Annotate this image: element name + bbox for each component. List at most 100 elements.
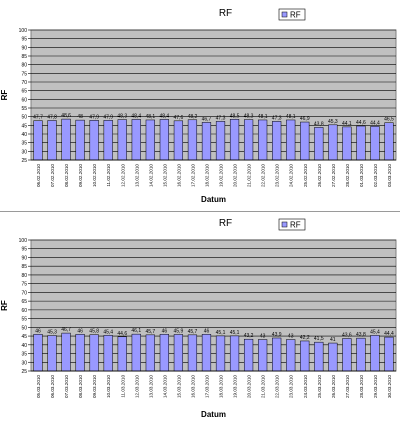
x-tick-label: 25.03.2010 [317,375,322,398]
bar [342,338,352,372]
y-tick-label: 45 [21,334,27,340]
x-tick-label: 27.02.2010 [331,164,336,187]
bar-value-label: 43,6 [342,333,352,339]
bar [173,334,184,372]
bar-value-label: 47,3 [216,115,226,121]
x-tick-label: 17.03.2010 [204,375,209,398]
x-tick-label: 19.03.2010 [233,375,238,398]
legend-label: RF [290,11,301,20]
y-tick-label: 60 [21,308,27,314]
chart-panel-bottom: 25 30 35 40 45 50 55 60 65 70 75 80 85 90 95 100 46 05.03… [0,211,400,422]
bar [300,121,310,161]
bar-value-label: 47,8 [47,114,57,120]
x-tick-label: 28.03.2010 [359,375,364,398]
x-axis-label: Datum [201,195,226,204]
bar [117,336,127,372]
bar-value-label: 43,8 [356,332,366,338]
bar-value-label: 48 [77,114,83,120]
bar-value-label: 44,4 [384,331,394,337]
bar [272,337,282,372]
bar-value-label: 44,1 [342,121,352,127]
legend-box [278,218,306,231]
y-tick-label: 80 [21,63,27,69]
bar-value-label: 46 [77,328,83,334]
bar [370,335,380,372]
legend-box [278,8,306,21]
bar [187,119,198,161]
y-tick-label: 25 [21,158,27,164]
y-axis-label: RF [0,300,9,311]
bar [145,119,155,161]
bar [229,119,240,161]
y-tick-label: 35 [21,141,27,147]
chart-divider [0,207,400,211]
bar-value-label: 45,4 [370,329,380,335]
x-tick-label: 18.02.2010 [204,164,209,187]
x-tick-label: 07.02.2010 [50,164,55,187]
x-tick-label: 26.03.2010 [331,375,336,398]
x-tick-label: 11.03.2010 [120,375,125,398]
bar [384,122,394,161]
x-tick-label: 22.02.2010 [261,164,266,187]
x-tick-label: 23.03.2010 [289,375,294,398]
bar-value-label: 44,6 [356,120,366,126]
x-tick-label: 13.02.2010 [134,164,139,187]
bar-value-label: 45,1 [230,330,240,336]
x-tick-label: 29.03.2010 [373,375,378,398]
bar-value-label: 48,1 [258,114,268,120]
bar [201,334,212,372]
y-tick-label: 100 [19,238,28,244]
bar-value-label: 45,7 [188,329,198,335]
bar [47,120,57,161]
y-tick-label: 55 [21,317,27,323]
x-tick-label: 08.02.2010 [64,164,69,187]
y-tick-label: 25 [21,369,27,375]
bar [131,333,141,372]
bar-value-label: 46 [204,328,210,334]
x-tick-label: 08.03.2010 [78,375,83,398]
y-tick-label: 80 [21,273,27,279]
bar-value-label: 46,1 [131,328,141,334]
x-tick-label: 19.02.2010 [219,164,224,187]
bar-value-label: 46,5 [384,117,394,123]
bar-value-label: 48,4 [159,113,169,119]
rf-chart-top: 25 30 35 40 45 50 55 60 65 70 75 80 85 90 95 100 47,7 06.… [0,8,397,204]
y-axis-label: RF [0,90,9,101]
bar-value-label: 46 [35,328,41,334]
x-tick-label: 15.02.2010 [162,164,167,187]
bar [159,334,169,372]
x-tick-label: 30.03.2010 [387,375,392,398]
bar-value-label: 42,2 [300,335,310,341]
bar-value-label: 48,5 [230,113,240,119]
bar-value-label: 43 [288,334,294,340]
x-tick-label: 13.03.2010 [148,375,153,398]
x-tick-label: 21.03.2010 [261,375,266,398]
y-tick-label: 75 [21,71,27,77]
bar-value-label: 47,3 [272,115,282,121]
bar-value-label: 41,5 [314,336,324,342]
bar-value-label: 45,7 [145,329,155,335]
x-tick-label: 17.02.2010 [190,164,195,187]
y-tick-label: 95 [21,37,27,43]
bar-value-label: 48,2 [188,114,198,120]
y-tick-label: 70 [21,80,27,86]
y-tick-label: 85 [21,54,27,60]
x-tick-label: 03.03.2010 [387,164,392,187]
bar [356,337,366,372]
x-tick-label: 10.02.2010 [92,164,97,187]
bar-value-label: 48,1 [145,114,155,120]
x-tick-label: 12.02.2010 [120,164,125,187]
y-tick-label: 55 [21,106,27,112]
y-tick-label: 45 [21,123,27,129]
x-tick-label: 25.02.2010 [303,164,308,187]
bar-value-label: 43,2 [244,333,254,339]
x-tick-label: 26.02.2010 [317,164,322,187]
chart-title: RF [219,218,232,229]
bar-value-label: 45,1 [216,330,226,336]
x-tick-label: 24.02.2010 [289,164,294,187]
plot-area [30,239,397,372]
bar [159,119,169,161]
bar [187,334,198,372]
bar [61,118,71,161]
x-tick-label: 05.03.2010 [36,375,41,398]
